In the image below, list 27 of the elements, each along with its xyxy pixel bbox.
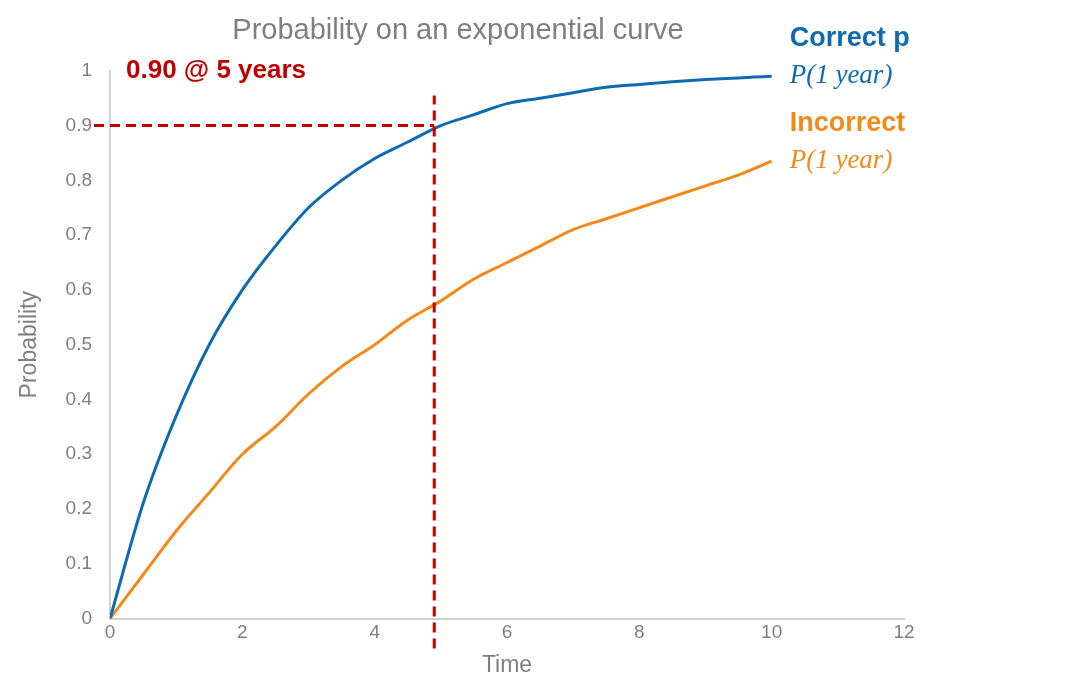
x-tick-label: 10	[761, 621, 783, 643]
y-tick-label: 0.4	[65, 387, 93, 409]
y-tick-label: 0.5	[65, 332, 93, 354]
x-tick-label: 8	[634, 621, 645, 643]
x-tick-label: 6	[501, 621, 513, 643]
x-axis-title: Time	[481, 650, 533, 677]
y-tick-label: 1	[81, 59, 93, 81]
ref-line-label: 0.90 @ 5 years	[126, 53, 307, 84]
series-label: Correct p	[789, 21, 910, 52]
annotation: P(1 year)	[788, 59, 893, 90]
y-tick-label: 0.9	[65, 113, 93, 135]
y-tick-label: 0.3	[65, 442, 93, 464]
y-tick-label: 0.1	[65, 552, 93, 574]
y-tick-label: 0.2	[65, 497, 93, 519]
x-tick-label: 2	[237, 621, 248, 643]
y-tick-label: 0.8	[65, 168, 93, 190]
y-tick-label: 0.6	[65, 278, 93, 300]
series-label: Incorrect	[789, 106, 906, 137]
y-axis-title: Probability	[15, 290, 42, 399]
annotation: P(1 year)	[788, 144, 893, 175]
x-tick-label: 0	[104, 621, 116, 643]
x-tick-label: 4	[369, 621, 381, 643]
x-tick-label: 12	[893, 621, 915, 643]
line-series	[110, 159, 774, 619]
y-tick-label: 0	[81, 606, 93, 628]
y-tick-label: 0.7	[65, 223, 93, 245]
chart-title: Probability on an exponential curve	[232, 13, 684, 46]
